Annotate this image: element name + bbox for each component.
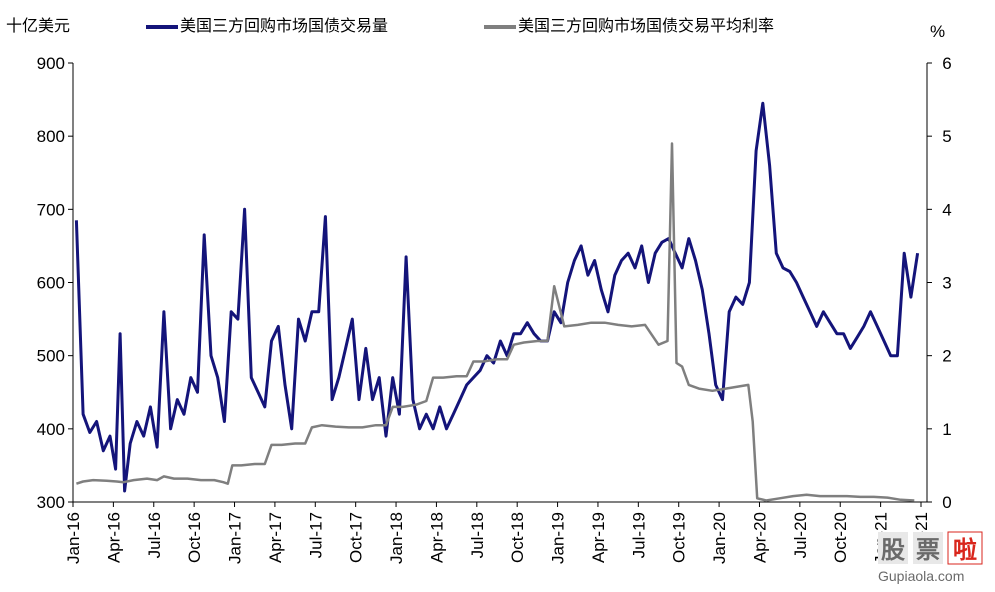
left-axis-tick-label: 300 <box>37 493 65 512</box>
series-layer <box>74 101 920 502</box>
right-axis-tick-label: 2 <box>942 347 951 366</box>
x-axis-tick-label: Jul-19 <box>629 512 648 558</box>
watermark-tile-3 <box>947 531 983 565</box>
watermark-tile-1 <box>878 532 908 564</box>
x-axis-tick-label: Jan-18 <box>387 512 406 564</box>
x-axis-tick-label: Jan-20 <box>710 512 729 564</box>
x-axis-tick-label: Oct-19 <box>670 512 689 563</box>
right-axis-tick-label: 6 <box>942 54 951 73</box>
right-axis-tick-label: 5 <box>942 127 951 146</box>
x-axis-tick-label: Apr-20 <box>750 512 769 563</box>
x-axis-tick-label: Oct-20 <box>831 512 850 563</box>
watermark: 股 票 啦 Gupiaola.com <box>878 531 983 584</box>
axes: 300 400 500 600 700 800 900 0 1 2 3 4 5 6 Jan-16 Apr-16… <box>37 54 952 564</box>
x-axis-tick-label: Jul-18 <box>468 512 487 558</box>
right-axis-tick-label: 3 <box>942 274 951 293</box>
x-axis-tick-label: Apr-17 <box>266 512 285 563</box>
x-axis-tick-label: Apr-19 <box>589 512 608 563</box>
right-axis-unit: % <box>930 22 945 41</box>
watermark-site: Gupiaola.com <box>878 568 964 584</box>
legend-label-rate: 美国三方回购市场国债交易平均利率 <box>518 16 774 35</box>
left-axis-tick-label: 600 <box>37 274 65 293</box>
series-line-rate <box>76 142 915 502</box>
x-axis-tick-label: Jan-19 <box>549 512 568 564</box>
right-axis-tick-label: 4 <box>942 200 951 219</box>
left-axis-tick-label: 900 <box>37 54 65 73</box>
watermark-char-3: 啦 <box>953 536 977 564</box>
x-axis-tick-label: Jul-17 <box>306 512 325 558</box>
right-axis-tick-label: 0 <box>942 493 951 512</box>
x-axis-tick-label: Oct-18 <box>508 512 527 563</box>
series-line-volume <box>74 101 920 493</box>
x-axis-tick-label: Oct-17 <box>347 512 366 563</box>
watermark-char-1: 股 <box>881 536 905 564</box>
left-axis-tick-label: 700 <box>37 200 65 219</box>
left-axis-tick-label: 400 <box>37 420 65 439</box>
x-axis-tick-label: Apr-18 <box>427 512 446 563</box>
x-axis-tick-label: Apr-16 <box>104 512 123 563</box>
left-axis-tick-label: 800 <box>37 127 65 146</box>
watermark-tile-2 <box>913 532 943 564</box>
x-axis-tick-label: Jul-16 <box>145 512 164 558</box>
x-axis-tick-label: Oct-16 <box>185 512 204 563</box>
x-axis-tick-label: Jan-17 <box>226 512 245 564</box>
left-axis-unit: 十亿美元 <box>6 16 70 35</box>
watermark-char-2: 票 <box>916 536 940 564</box>
x-axis-tick-label: Jul-20 <box>791 512 810 558</box>
x-axis-tick-label: Jan-16 <box>64 512 83 564</box>
right-axis-tick-label: 1 <box>942 420 951 439</box>
left-axis-tick-label: 500 <box>37 347 65 366</box>
legend-label-volume: 美国三方回购市场国债交易量 <box>180 16 388 35</box>
